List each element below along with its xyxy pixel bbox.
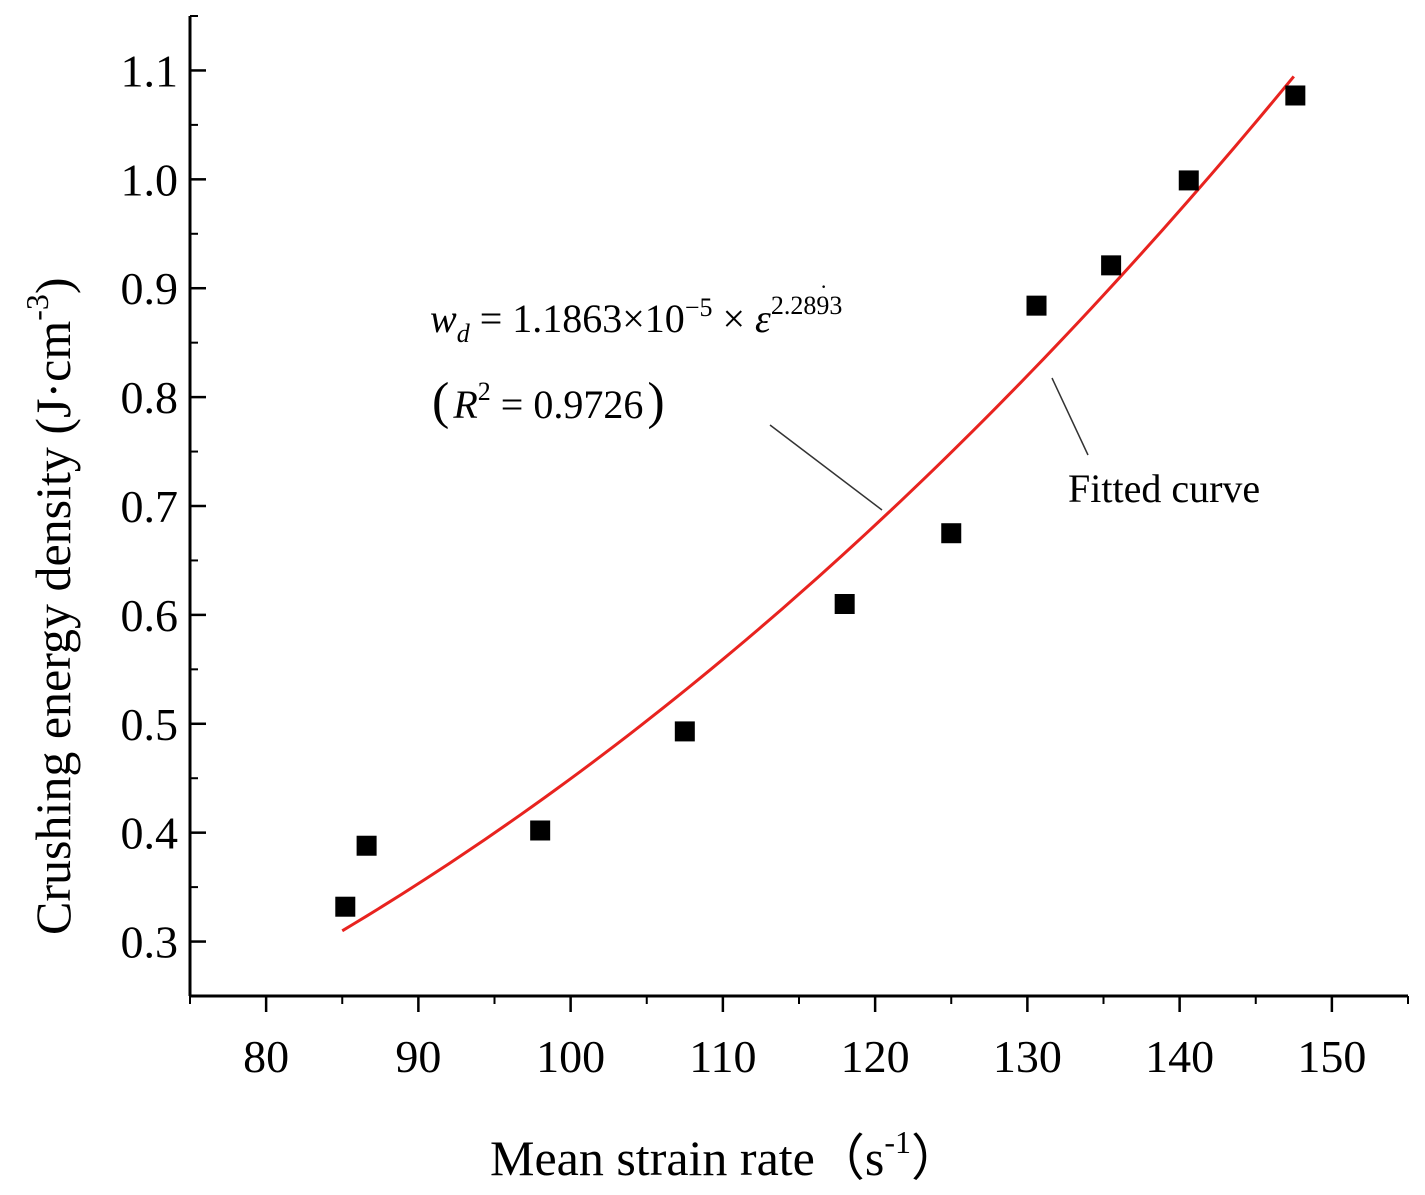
x-tick-label: 80 xyxy=(243,1031,289,1082)
equation-times: × xyxy=(712,296,755,341)
equation-rhs: = 1.1863×10 xyxy=(480,296,685,341)
x-tick-label: 90 xyxy=(395,1031,441,1082)
x-tick-label: 150 xyxy=(1297,1031,1366,1082)
equation-variable-exponent: 2.2893 xyxy=(771,291,843,320)
equation-exponent: −5 xyxy=(685,293,713,322)
x-tick-label: 130 xyxy=(993,1031,1062,1082)
y-tick-label: 0.8 xyxy=(121,372,179,423)
x-tick-label: 110 xyxy=(689,1031,756,1082)
data-point xyxy=(834,594,855,614)
equation-leader-line xyxy=(769,424,883,511)
data-point xyxy=(941,523,962,544)
data-point xyxy=(674,721,695,742)
r-squared: (R2 = 0.9726) xyxy=(432,373,665,430)
y-tick-label: 0.7 xyxy=(121,481,179,532)
y-tick-label: 0.6 xyxy=(121,590,179,641)
r-squared-value: = 0.9726 xyxy=(491,382,644,427)
fit-equation: wd = 1.1863×10−5 × ε2.2893 xyxy=(430,291,842,348)
fitted-curve-label: Fitted curve xyxy=(1068,466,1260,511)
equation-variable: ε xyxy=(755,296,771,341)
r-squared-close-paren: ) xyxy=(647,373,664,430)
y-tick-label: 1.0 xyxy=(121,154,179,205)
y-tick-label: 0.5 xyxy=(121,699,179,750)
data-point xyxy=(1285,85,1306,106)
x-tick-label: 100 xyxy=(536,1031,605,1082)
y-ticks: 0.3 0.4 0.5 0.6 0.7 0.8 0.9 1.0 1.1 xyxy=(121,15,206,997)
x-axis-title: Mean strain rate（s-1） xyxy=(490,1124,961,1186)
fitted-curve-leader-line xyxy=(1051,377,1089,456)
x-ticks: 80 90 100 110 120 130 140 150 xyxy=(189,996,1409,1082)
epsilon-dot: · xyxy=(820,274,827,299)
r-squared-sup: 2 xyxy=(478,377,491,406)
y-tick-label: 0.4 xyxy=(121,808,179,859)
r-squared-open-paren: ( xyxy=(432,373,449,430)
data-point xyxy=(1101,255,1122,276)
data-point xyxy=(1178,170,1199,191)
equation-lhs: w xyxy=(430,296,457,341)
x-tick-label: 120 xyxy=(841,1031,910,1082)
data-point xyxy=(1026,295,1047,316)
y-tick-label: 0.3 xyxy=(121,917,179,968)
y-tick-label: 0.9 xyxy=(121,263,179,314)
x-tick-label: 140 xyxy=(1145,1031,1214,1082)
fitted-curve-line xyxy=(341,75,1295,933)
r-squared-var: R xyxy=(452,382,477,427)
y-tick-label: 1.1 xyxy=(121,45,179,96)
data-point xyxy=(530,820,551,841)
equation-lhs-subscript: d xyxy=(457,319,471,348)
data-point xyxy=(335,896,356,917)
data-points xyxy=(335,85,1306,917)
y-axis-title: Crushing energy density (J·cm-3) xyxy=(19,277,81,935)
data-point xyxy=(356,835,377,856)
